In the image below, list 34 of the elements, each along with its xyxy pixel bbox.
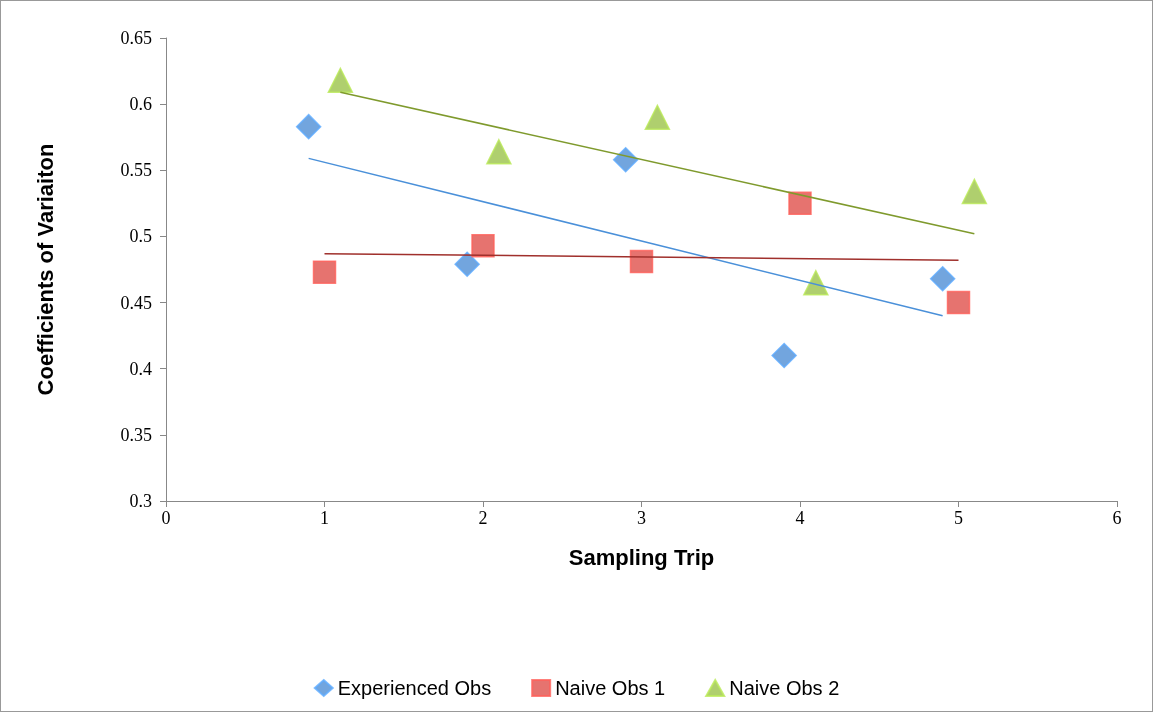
point xyxy=(929,266,956,292)
y-tick-label: 0.45 xyxy=(120,292,152,313)
point xyxy=(961,178,988,205)
x-tick-label: 5 xyxy=(954,508,963,528)
point xyxy=(946,290,971,315)
point xyxy=(612,146,639,173)
y-tick-label: 0.35 xyxy=(120,424,152,445)
point xyxy=(471,233,495,258)
x-tick-label: 4 xyxy=(795,508,805,528)
point xyxy=(771,342,797,369)
x-axis-title: Sampling Trip xyxy=(568,544,715,570)
y-tick-label: 0.4 xyxy=(129,358,152,379)
point xyxy=(486,139,512,165)
y-tick-label: 0.5 xyxy=(129,226,152,247)
x-tick-label: 6 xyxy=(1112,508,1122,528)
x-tick-label: 3 xyxy=(637,508,646,528)
point xyxy=(803,269,829,296)
y-axis-title: Coefficients of Variaiton xyxy=(32,143,58,396)
x-tick-label: 2 xyxy=(478,508,488,528)
y-tick-label: 0.55 xyxy=(120,160,152,181)
legend-label: Experienced Obs xyxy=(337,677,492,699)
point xyxy=(454,251,480,277)
point xyxy=(327,67,354,94)
legend-label: Naive Obs 2 xyxy=(729,677,840,699)
y-tick-label: 0.3 xyxy=(129,491,152,511)
y-tick-label: 0.6 xyxy=(129,94,152,115)
point xyxy=(295,113,322,140)
point xyxy=(312,260,337,284)
x-tick-label: 1 xyxy=(320,508,329,528)
y-tick-label: 0.65 xyxy=(120,28,152,48)
point xyxy=(788,191,812,216)
legend-label: Naive Obs 1 xyxy=(555,677,666,699)
x-tick-label: 0 xyxy=(161,508,171,528)
point xyxy=(644,104,671,131)
